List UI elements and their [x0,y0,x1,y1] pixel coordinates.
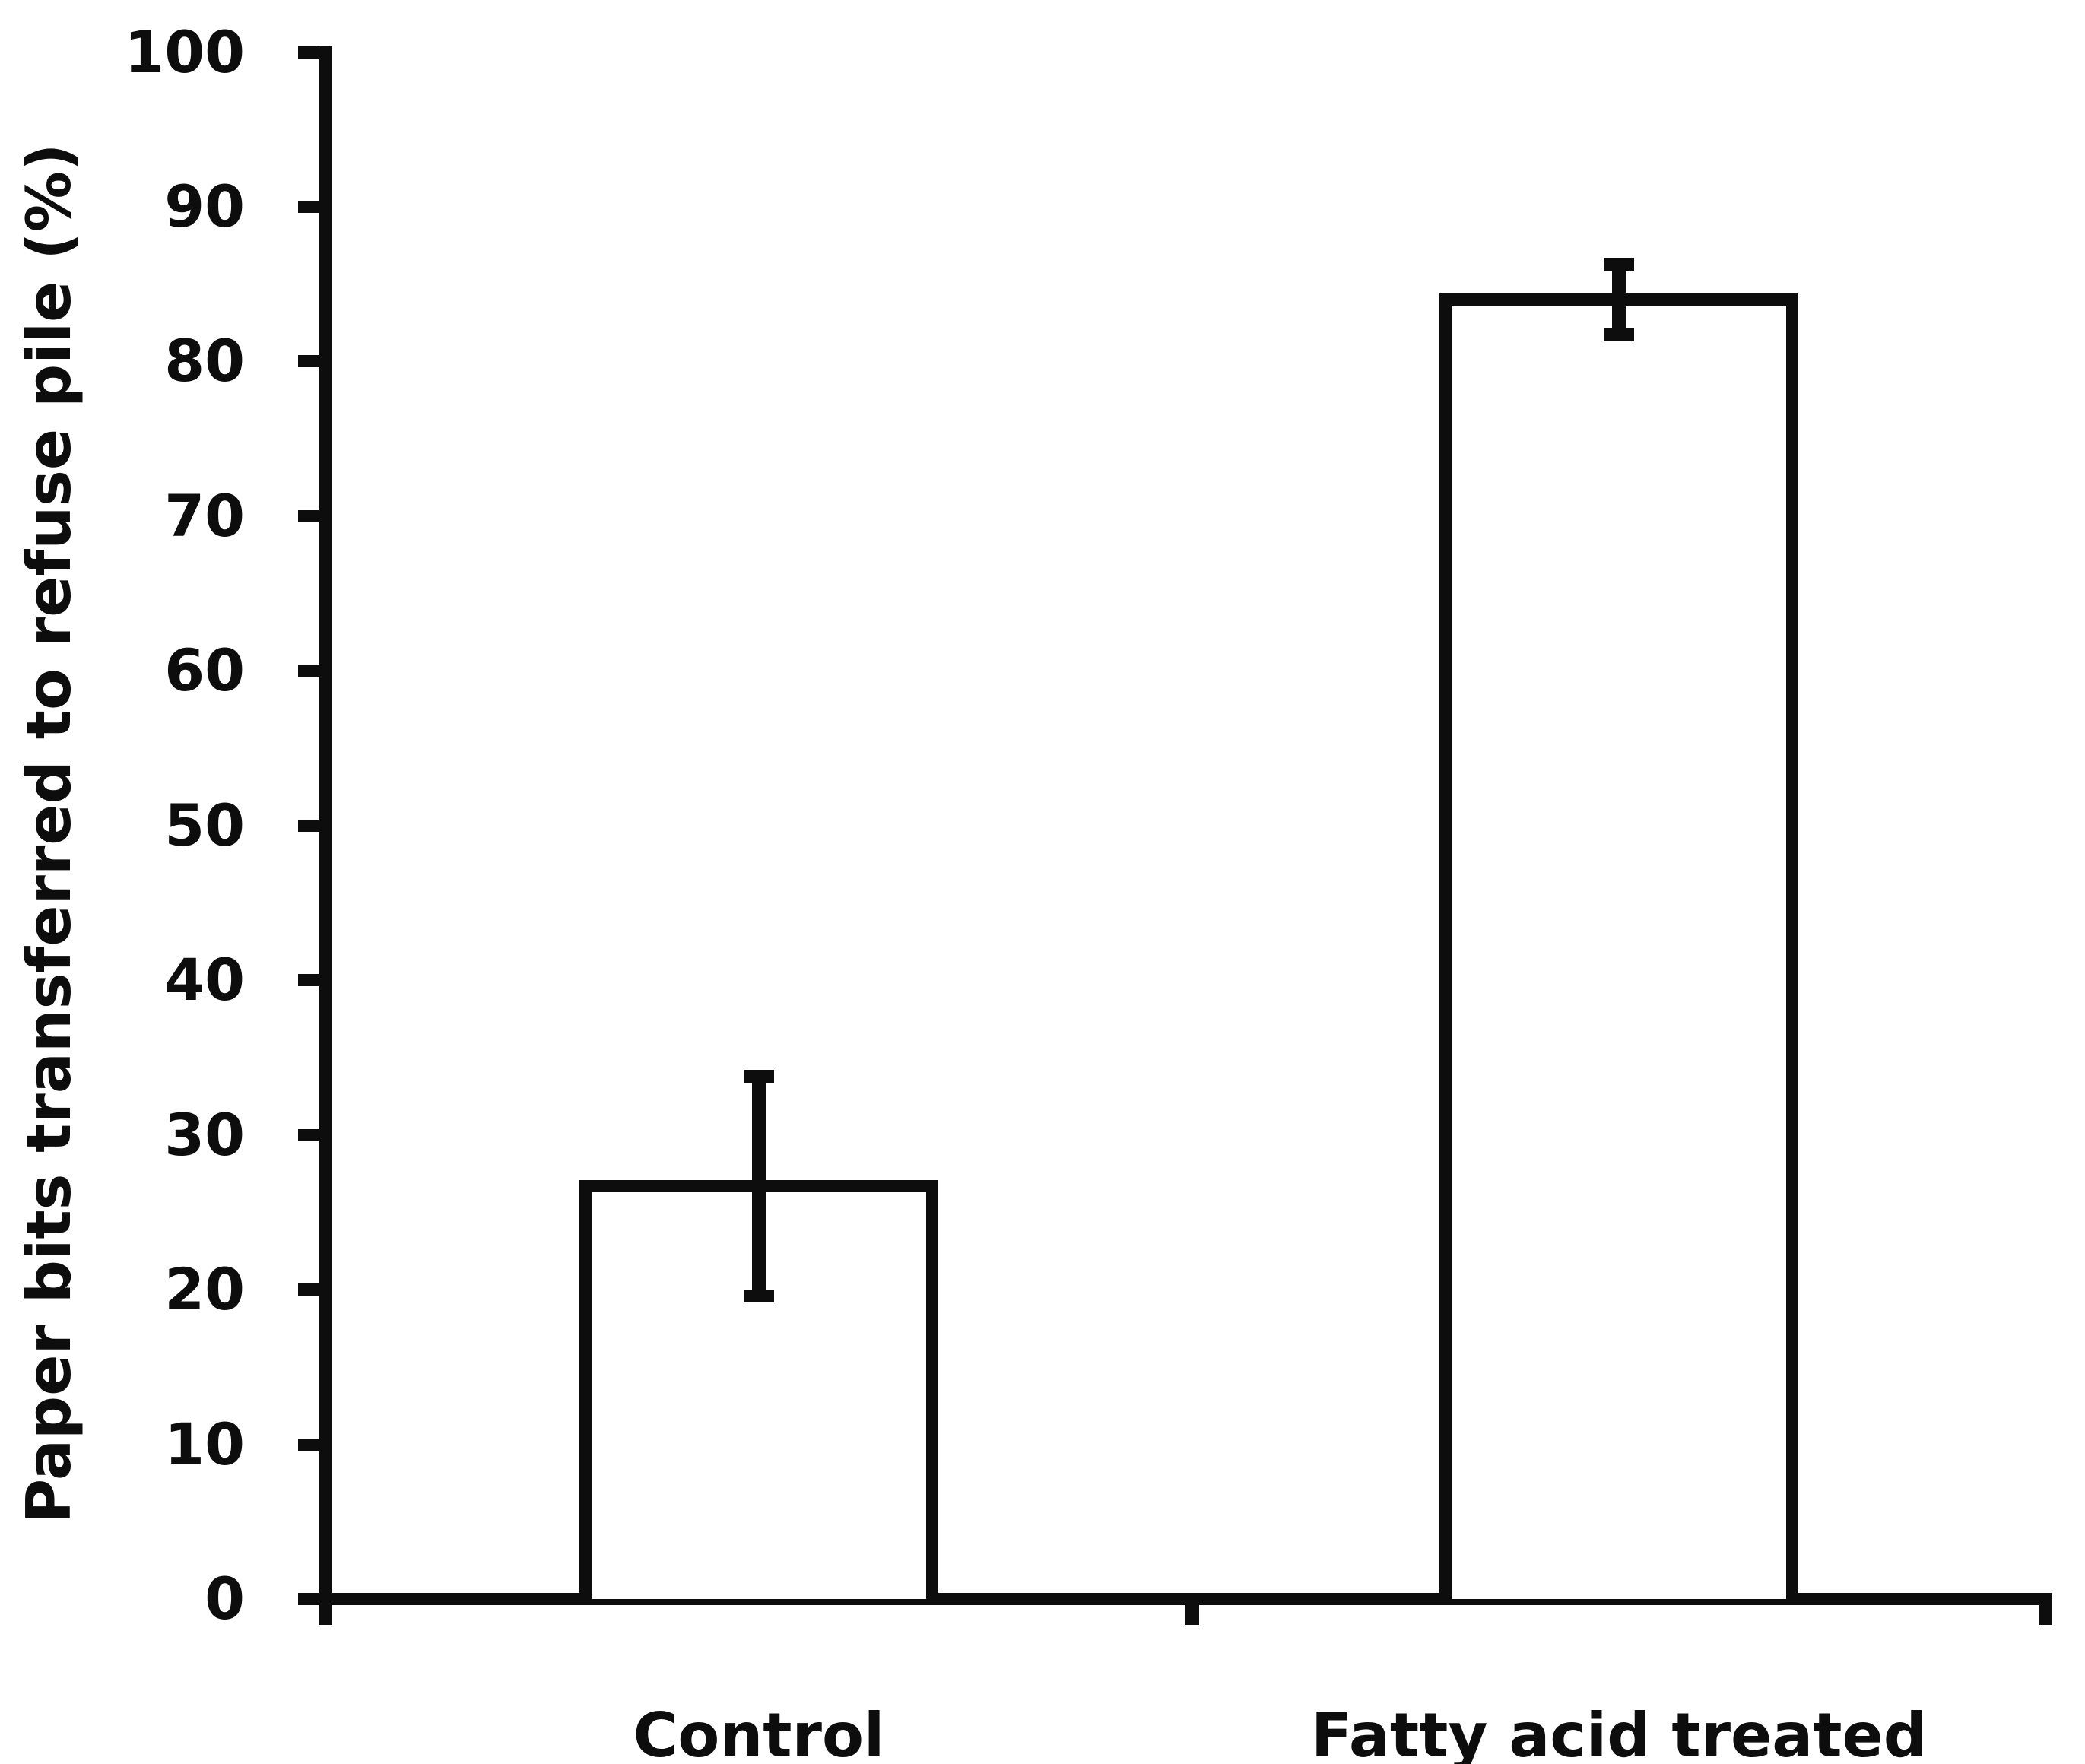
y-tick-label: 60 [164,636,245,705]
x-category-label: Fatty acid treated [1310,1700,1928,1764]
y-tick-mark [298,1283,325,1296]
y-tick-mark [298,1593,325,1605]
y-tick-label: 20 [164,1255,245,1324]
x-tick-mark [1185,1599,1199,1625]
y-tick-label: 0 [205,1565,245,1632]
x-tick-mark [2039,1599,2052,1625]
y-tick-mark [298,1128,325,1141]
x-category-label: Control [633,1700,885,1764]
y-tick-label: 50 [164,791,245,859]
error-bar-cap [744,1289,774,1302]
y-tick-mark [298,200,325,213]
y-tick-label: 90 [164,172,245,240]
error-bar-line [751,1076,766,1296]
error-bar-cap [1604,257,1634,271]
error-bar-cap [1604,328,1634,342]
y-tick-mark [298,974,325,987]
y-axis-line [319,46,332,1625]
y-tick-label: 10 [164,1410,245,1478]
error-bar-line [1611,264,1626,335]
y-tick-mark [298,665,325,677]
y-tick-mark [298,46,325,59]
y-tick-mark [298,355,325,368]
y-tick-label: 80 [164,327,245,395]
y-tick-label: 100 [124,17,245,86]
error-bar-cap [744,1069,774,1083]
y-tick-mark [298,509,325,522]
y-tick-label: 40 [164,946,245,1014]
y-tick-mark [298,819,325,832]
y-tick-label: 30 [164,1100,245,1169]
y-tick-mark [298,1438,325,1451]
bar-treated [1439,293,1798,1599]
y-tick-label: 70 [164,481,245,550]
